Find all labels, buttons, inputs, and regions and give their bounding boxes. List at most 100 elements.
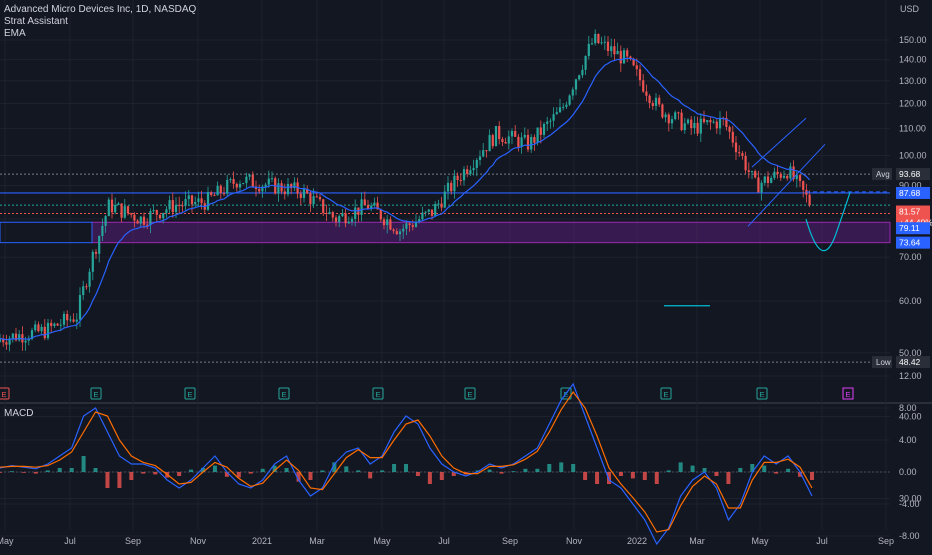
candle-body — [350, 218, 354, 222]
candle-body — [245, 176, 248, 184]
candle-body — [552, 114, 555, 121]
candle-body — [107, 199, 110, 217]
candle-body — [146, 224, 149, 226]
candle-body — [136, 220, 139, 224]
candle-body — [635, 65, 638, 70]
x-tick-label: May — [751, 536, 769, 546]
x-tick-label: May — [373, 536, 391, 546]
price-tag-bg — [896, 205, 930, 218]
candle-body — [69, 319, 72, 321]
earnings-marker — [184, 387, 196, 400]
candle-body — [376, 202, 379, 210]
macd-histogram-bar — [153, 472, 158, 475]
macd-histogram-bar — [762, 465, 767, 472]
candle-body — [251, 174, 254, 187]
zone-outline-left — [0, 221, 93, 244]
indicator-ema[interactable]: EMA — [4, 28, 26, 39]
candle-body — [734, 142, 738, 153]
price-tag-name-bg — [872, 356, 892, 369]
candle-body — [648, 95, 651, 104]
candle-body — [14, 333, 18, 341]
macd-histogram-bar — [786, 468, 791, 472]
candle-body — [299, 193, 302, 198]
candle-body — [382, 219, 386, 226]
upcoming-earnings-marker — [842, 387, 854, 400]
candle-body — [389, 219, 392, 230]
macd-histogram-bar — [117, 472, 122, 488]
candle-body — [526, 134, 530, 150]
candle-body — [184, 199, 187, 206]
candle-body — [155, 210, 158, 215]
candle-body — [712, 121, 715, 123]
demand-zone — [91, 221, 891, 244]
macd-histogram-bar — [93, 468, 98, 472]
candle-body — [485, 150, 488, 152]
candle-body — [546, 121, 549, 124]
candle-body — [242, 183, 245, 185]
candle-body — [750, 171, 754, 173]
candle-body — [530, 136, 533, 150]
candle-body — [24, 340, 27, 343]
candle-body — [267, 178, 270, 185]
candle-body — [229, 179, 232, 181]
candle-body — [405, 223, 408, 229]
candle-body — [85, 286, 88, 288]
candle-body — [171, 200, 174, 213]
candle-body — [344, 213, 347, 224]
candle-body — [520, 137, 523, 148]
candle-body — [264, 184, 267, 187]
candle-body — [715, 121, 718, 129]
price-tag-value: 81.57 — [899, 207, 921, 217]
candle-body — [616, 50, 619, 55]
candle-body — [30, 330, 34, 339]
candle-body — [510, 131, 514, 137]
candle-body — [46, 322, 50, 339]
candle-body — [789, 166, 792, 179]
candle-body — [446, 182, 450, 192]
candle-body — [411, 225, 414, 227]
x-tick-label: Sep — [125, 536, 141, 546]
candle-body — [725, 117, 728, 127]
candle-body — [280, 183, 283, 192]
x-tick-label: Nov — [566, 536, 583, 546]
candle-body — [408, 223, 411, 226]
earnings-marker — [560, 387, 572, 400]
signal-line — [0, 390, 813, 533]
macd-histogram-bar — [201, 468, 205, 472]
candle-body — [120, 203, 123, 218]
macd-histogram-bar — [57, 468, 62, 472]
macd-tick-label: -4.00 — [899, 499, 920, 509]
macd-histogram-bar — [774, 472, 779, 474]
candle-body — [72, 319, 75, 322]
candle-body — [18, 334, 21, 341]
candle-body — [194, 201, 197, 205]
candle-body — [277, 183, 280, 194]
candle-body — [443, 191, 446, 208]
candle-body — [491, 135, 494, 147]
candle-body — [53, 323, 56, 327]
candle-body — [744, 155, 747, 171]
candle-body — [536, 127, 539, 143]
earnings-marker-label: E — [375, 390, 380, 399]
candle-body — [325, 212, 328, 214]
indicator-strat-assistant[interactable]: Strat Assistant — [4, 16, 68, 27]
candle-body — [56, 323, 59, 326]
candle-body — [110, 199, 114, 213]
candle-body — [674, 112, 677, 120]
candle-body — [181, 205, 184, 207]
price-tag-value: 73.64 — [899, 238, 921, 248]
candle-body — [706, 120, 709, 123]
candle-body — [286, 183, 290, 195]
macd-histogram-bar — [308, 472, 313, 480]
price-tag-value: 48.42 — [899, 357, 921, 367]
candle-body — [683, 123, 686, 131]
candle-body — [638, 69, 642, 81]
candle-body — [210, 192, 213, 196]
candle-body — [472, 167, 475, 171]
macd-histogram-bar — [189, 469, 194, 472]
earnings-marker — [660, 387, 672, 400]
candle-body — [562, 106, 565, 108]
price-tag-value: 93.68 — [899, 169, 921, 179]
